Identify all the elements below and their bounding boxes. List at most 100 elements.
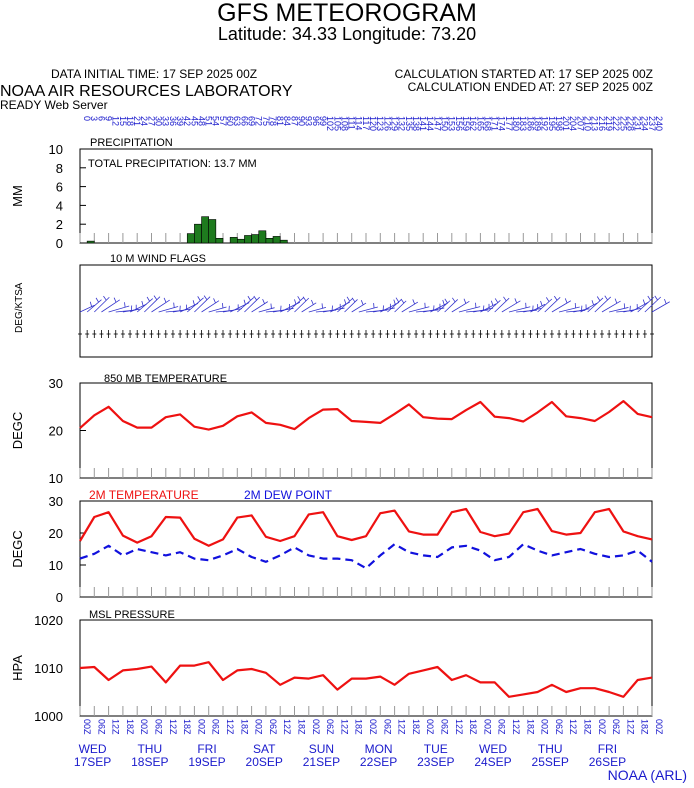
top-hour-label: 138 [411,116,421,131]
wind-barb [623,307,641,313]
top-hour-label: 87 [289,116,299,126]
wind-barb-feather [294,299,297,305]
page-title: GFS METEOROGRAM [217,0,477,27]
series-2m-dewpoint [79,543,653,570]
wind-barb-feather [463,298,467,304]
wind-barb [644,296,662,313]
bottom-hour-label: 12Z [111,719,121,735]
top-hour-label: 129 [389,116,399,131]
precip-bar [251,234,260,244]
top-hour-label: 48 [196,116,206,126]
wind-barb [537,298,553,313]
credit-label: NOAA (ARL) [607,767,687,783]
panel-frame-t850 [79,382,653,479]
precip-bar [258,230,267,244]
top-hour-label: 27 [146,116,156,126]
day-of-week-label: FRI [197,742,216,756]
bottom-hour-label: 00Z [368,719,378,735]
wind-barb [558,306,580,313]
day-date-label: 18SEP [131,755,168,769]
top-hour-label: 120 [368,116,378,131]
day-date-label: 21SEP [303,755,340,769]
y-axis-label-wind-suffix: A [14,282,25,289]
bottom-hour-label: 18Z [640,719,650,735]
panel-label-precip: PRECIPITATION [90,137,173,149]
top-hour-label: 135 [404,116,414,131]
wind-barb [101,299,120,313]
top-hour-label: 78 [268,116,278,126]
wind-barb [544,297,561,313]
top-hour-label: 180 [511,116,521,131]
precip-bar [244,235,252,244]
bottom-hour-label: 18Z [354,719,364,735]
top-hour-label: 237 [647,116,657,131]
day-of-week-label: THU [137,742,162,756]
bottom-hour-label: 12Z [511,719,521,735]
wind-barb [408,306,430,313]
precip-bar [86,240,95,244]
top-hour-label: 114 [354,116,364,130]
wind-barb-feather [203,295,208,300]
wind-barb [122,308,140,313]
top-hour-label: 24 [139,116,149,126]
wind-barb [458,306,481,313]
wind-barb-feather [494,298,499,303]
day-date-label: 22SEP [360,755,397,769]
wind-barb-feather [141,300,144,306]
wind-barb-feather [545,297,550,302]
y-tick-label: 2 [56,217,63,232]
wind-barb [480,303,497,313]
top-hour-label: 174 [497,116,507,131]
wind-barb [194,296,211,313]
precip-bar [279,239,288,244]
precip-bar [208,219,217,244]
top-hour-label: 150 [440,116,450,131]
top-hour-label: 216 [597,116,607,131]
bottom-hour-label: 18Z [239,719,249,735]
top-hour-label: 54 [211,116,221,126]
wind-barb-feather [192,300,195,306]
wind-barb [258,307,275,313]
wind-barb [294,297,310,313]
bottom-hour-label: 18Z [297,719,307,735]
top-hour-label: 60 [225,116,235,126]
wind-barb-feather [604,295,608,301]
top-hour-label: 207 [575,116,585,131]
day-date-label: 20SEP [246,755,283,769]
wind-barb-feather [514,298,518,304]
wind-barb-feather [442,299,445,305]
top-hour-label: 84 [282,116,292,126]
wind-barb [487,300,501,313]
top-hour-label: 9 [103,116,113,121]
wind-barb [630,301,649,313]
wind-barb-feather [647,295,651,301]
wind-barb-feather [360,300,364,305]
y-tick-label: 6 [56,180,63,195]
wind-barb-feather [412,299,416,305]
precip-bar [265,238,274,244]
bottom-hour-label: 00Z [311,719,321,735]
wind-barb [344,299,358,313]
top-hour-label: 3 [89,116,99,121]
calculation-ended: CALCULATION ENDED AT: 27 SEP 2025 00Z [407,80,653,94]
top-hour-label: 69 [246,116,256,126]
y-tick-label: 8 [56,161,63,176]
wind-barb [108,305,130,313]
top-hour-label: 21 [132,116,142,126]
wind-barb [394,300,407,313]
bottom-hour-label: 06Z [440,719,450,735]
wind-barb-feather [490,300,494,306]
precip-bar [229,237,238,244]
day-of-week-label: WED [479,742,507,756]
wind-barb [186,297,204,313]
top-hour-label: 240 [654,116,664,131]
y-axis-label-wind: DEG/KTS [14,289,25,333]
bottom-hour-label: 06Z [96,719,106,735]
bottom-hour-label: 06Z [325,719,335,735]
wind-barb [222,308,243,313]
bottom-hour-label: 00Z [82,719,92,735]
wind-barb [136,298,153,313]
data-initial-time: DATA INITIAL TIME: 17 SEP 2025 00Z [51,67,258,81]
top-hour-label: 63 [232,116,242,126]
lab-name: NOAA AIR RESOURCES LABORATORY [0,83,293,100]
